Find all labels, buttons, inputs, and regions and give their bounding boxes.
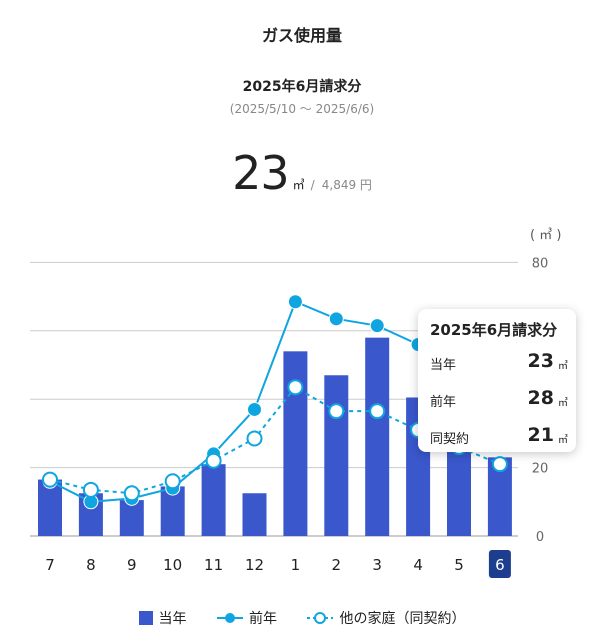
usage-separator: / — [310, 178, 315, 192]
chart-tooltip: 2025年6月請求分 当年 23 ㎥ 前年 28 ㎥ 同契約 21 ㎥ — [418, 309, 576, 452]
chart-legend: 当年 前年 他の家庭（同契約） — [0, 608, 604, 628]
bar — [283, 351, 308, 536]
y-tick-label: 80 — [532, 256, 549, 271]
tooltip-row-current: 当年 23 ㎥ — [430, 350, 568, 374]
tooltip-value: 28 — [527, 387, 554, 409]
billing-period-title: 2025年6月請求分 — [242, 79, 362, 95]
y-tick-labels: 0 20 80 — [532, 256, 549, 545]
x-tick-label: 7 — [45, 556, 55, 574]
tooltip-label: 同契約 — [430, 432, 470, 447]
other-households-point — [164, 473, 181, 490]
page-title: ガス使用量 — [261, 26, 342, 45]
other-households-point — [246, 430, 263, 447]
previous-year-point — [287, 294, 303, 310]
usage-unit: ㎥ — [292, 178, 305, 192]
legend-item-previous-year[interactable]: 前年 — [217, 608, 277, 628]
bar — [324, 375, 349, 536]
tooltip-title: 2025年6月請求分 — [430, 321, 558, 339]
x-tick-label: 4 — [413, 556, 423, 574]
x-tick-labels: 7 8 9 10 11 12 1 2 3 4 5 6 — [45, 550, 511, 578]
other-households-point — [205, 452, 222, 469]
x-tick-label: 6 — [495, 556, 505, 574]
y-axis-unit-label: ( ㎥ ) — [530, 228, 562, 243]
x-tick-label: 1 — [291, 556, 301, 574]
other-households-point — [123, 485, 140, 502]
other-households-point — [287, 379, 304, 396]
x-tick-label: 10 — [163, 556, 182, 574]
legend-label: 当年 — [158, 611, 187, 627]
tooltip-value: 23 — [527, 350, 554, 372]
y-tick-label: 20 — [532, 462, 549, 477]
other-households-point — [42, 471, 58, 488]
legend-item-current-year[interactable]: 当年 — [138, 608, 187, 628]
y-tick-label: 0 — [536, 530, 544, 545]
dashed-line-hollow-dot-icon — [307, 612, 334, 624]
usage-summary: 23 ㎥ / 4,849 円 — [0, 146, 604, 200]
legend-label: 他の家庭（同契約） — [339, 611, 466, 627]
previous-year-point — [247, 401, 262, 417]
tooltip-unit: ㎥ — [558, 398, 568, 409]
billing-period-range: (2025/5/10 〜 2025/6/6) — [229, 102, 375, 116]
tooltip-row-previous: 前年 28 ㎥ — [430, 387, 568, 411]
other-households-point — [369, 403, 386, 420]
x-tick-label: 5 — [454, 556, 464, 574]
previous-year-point — [369, 318, 385, 334]
bar — [38, 479, 62, 536]
legend-label: 前年 — [249, 611, 277, 627]
line-dot-icon — [217, 613, 243, 623]
x-tick-label: 8 — [86, 556, 96, 574]
bar — [365, 337, 390, 536]
previous-year-point — [328, 311, 344, 327]
usage-price: 4,849 円 — [321, 178, 372, 192]
other-households-point — [491, 456, 508, 473]
x-tick-label: 9 — [127, 556, 137, 574]
selected-month-badge — [488, 550, 511, 578]
x-tick-label: 12 — [245, 556, 264, 574]
tooltip-value: 21 — [527, 424, 554, 446]
legend-item-other-households[interactable]: 他の家庭（同契約） — [307, 608, 465, 628]
tooltip-row-others: 同契約 21 ㎥ — [430, 424, 568, 448]
bar — [201, 464, 226, 536]
x-tick-label: 2 — [332, 556, 342, 574]
bar-swatch-icon — [138, 611, 153, 625]
other-households-point — [328, 403, 345, 420]
tooltip-label: 当年 — [430, 358, 457, 373]
bar — [242, 493, 267, 536]
tooltip-label: 前年 — [430, 395, 457, 410]
usage-value: 23 — [232, 146, 290, 200]
bar — [119, 500, 144, 536]
other-households-point — [82, 481, 99, 498]
x-tick-label: 11 — [204, 556, 223, 574]
tooltip-unit: ㎥ — [558, 361, 568, 372]
x-tick-label: 3 — [372, 556, 382, 574]
tooltip-unit: ㎥ — [558, 435, 568, 446]
